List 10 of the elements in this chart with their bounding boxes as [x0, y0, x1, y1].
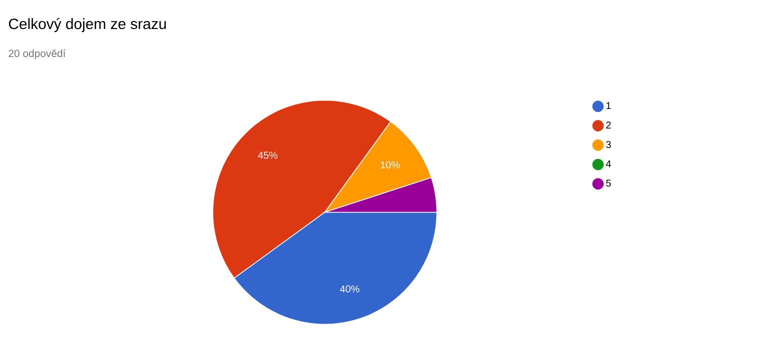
text: Celkový dojem ze srazu: [8, 18, 166, 32]
legend-label: 3: [606, 140, 611, 148]
data-label: 10%: [380, 161, 400, 168]
legend-label: 4: [606, 160, 611, 168]
data-label: 45%: [258, 152, 278, 159]
legend-label: 2: [606, 122, 611, 128]
legend-label: 1: [606, 102, 611, 110]
text: 20 odpovědí: [8, 49, 66, 60]
data-label: 40%: [340, 285, 360, 292]
legend-label: 5: [606, 180, 611, 187]
